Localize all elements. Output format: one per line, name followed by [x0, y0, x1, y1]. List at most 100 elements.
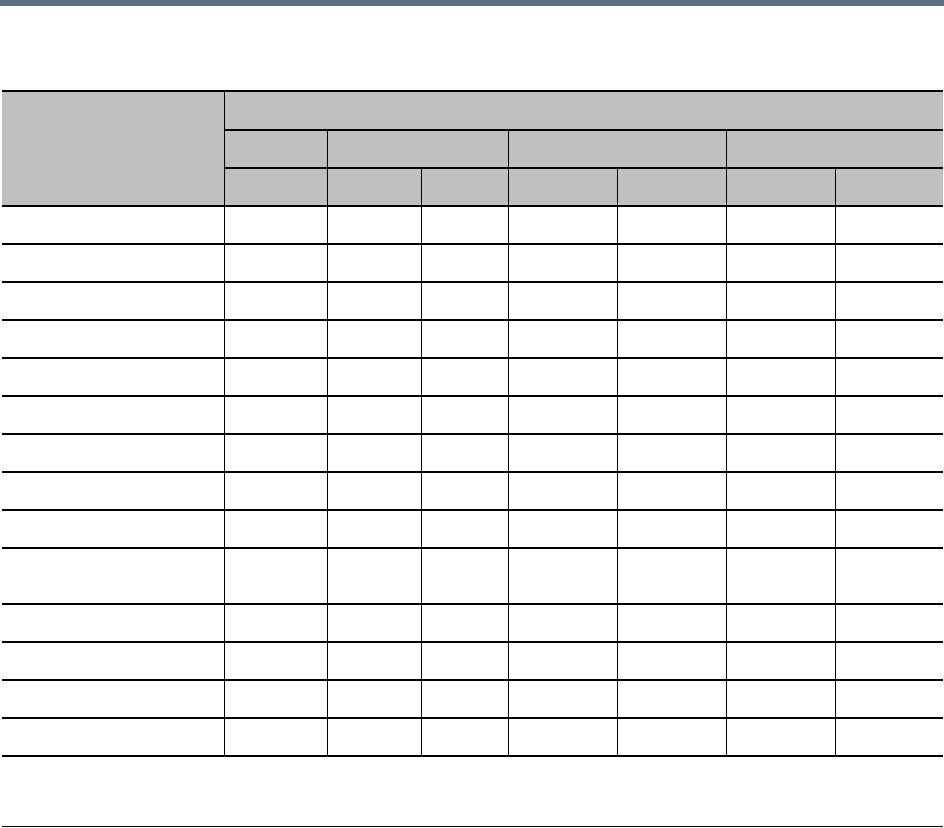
table-cell	[834, 281, 944, 321]
header-row	[2, 90, 944, 207]
table-row	[2, 509, 944, 549]
table-cell	[507, 641, 618, 681]
table-cell	[223, 641, 328, 681]
table-cell	[834, 641, 944, 681]
header-row	[2, 129, 944, 169]
row-label-cell	[2, 243, 225, 283]
table-cell	[420, 243, 509, 283]
header-column-cell	[420, 167, 509, 207]
table-cell	[420, 679, 509, 719]
table-cell	[834, 243, 944, 283]
table-cell	[326, 243, 422, 283]
table-cell	[223, 205, 328, 245]
table-cell	[725, 717, 836, 757]
row-label-cell	[2, 319, 225, 359]
table-cell	[725, 205, 836, 245]
table-cell	[725, 433, 836, 473]
table-cell	[326, 205, 422, 245]
table-cell	[834, 395, 944, 435]
table-cell	[507, 471, 618, 511]
table-row	[2, 471, 944, 511]
table-cell	[507, 679, 618, 719]
table-cell	[616, 281, 727, 321]
table-cell	[420, 319, 509, 359]
table-row	[2, 603, 944, 643]
table-cell	[326, 471, 422, 511]
table-cell	[420, 395, 509, 435]
header-column-cell	[616, 167, 727, 207]
table-cell	[616, 243, 727, 283]
table-cell	[507, 319, 618, 359]
table-cell	[223, 433, 328, 473]
table-cell	[507, 547, 618, 605]
table-cell	[725, 679, 836, 719]
row-label-cell	[2, 641, 225, 681]
table-cell	[616, 509, 727, 549]
table-cell	[616, 357, 727, 397]
table-body	[2, 205, 944, 757]
table-cell	[725, 281, 836, 321]
table-cell	[223, 471, 328, 511]
table-row	[2, 641, 944, 681]
table-cell	[616, 603, 727, 643]
table-row	[2, 281, 944, 321]
row-label-cell	[2, 395, 225, 435]
row-label-cell	[2, 509, 225, 549]
table-cell	[326, 547, 422, 605]
table-cell	[326, 281, 422, 321]
table-cell	[420, 509, 509, 549]
table-cell	[223, 319, 328, 359]
table-cell	[834, 547, 944, 605]
table-cell	[326, 357, 422, 397]
header-banner-cell	[223, 90, 944, 131]
table-cell	[507, 603, 618, 643]
row-label-cell	[2, 281, 225, 321]
header-group-cell	[224, 129, 328, 169]
table-cell	[223, 509, 328, 549]
table-cell	[507, 357, 618, 397]
table-row	[2, 679, 944, 719]
table-cell	[725, 319, 836, 359]
table-cell	[725, 357, 836, 397]
header-group-cell	[507, 129, 727, 169]
table-cell	[616, 395, 727, 435]
table-cell	[326, 319, 422, 359]
table-cell	[420, 603, 509, 643]
header-column-cell	[834, 167, 944, 207]
table-cell	[507, 433, 618, 473]
table-cell	[507, 395, 618, 435]
table-cell	[725, 603, 836, 643]
table-cell	[834, 319, 944, 359]
table-cell	[725, 395, 836, 435]
table-cell	[420, 205, 509, 245]
table-row	[2, 357, 944, 397]
row-label-cell	[2, 357, 225, 397]
table-cell	[616, 433, 727, 473]
table-cell	[326, 641, 422, 681]
table-cell	[223, 357, 328, 397]
table-cell	[834, 509, 944, 549]
table-row	[2, 319, 944, 359]
table-row	[2, 717, 944, 757]
table-row	[2, 243, 944, 283]
table-row	[2, 433, 944, 473]
table-cell	[507, 243, 618, 283]
table-cell	[223, 603, 328, 643]
table-cell	[326, 679, 422, 719]
table-cell	[834, 471, 944, 511]
table-cell	[507, 281, 618, 321]
table-row	[2, 205, 944, 245]
row-label-cell	[2, 471, 225, 511]
table-cell	[223, 395, 328, 435]
row-label-cell	[2, 433, 225, 473]
table-cell	[834, 357, 944, 397]
table-header	[2, 90, 944, 207]
table-cell	[616, 319, 727, 359]
table-cell	[834, 717, 944, 757]
table-cell	[326, 395, 422, 435]
row-label-cell	[2, 547, 225, 605]
row-label-cell	[2, 679, 225, 719]
table-cell	[223, 243, 328, 283]
bottom-rule	[2, 826, 943, 827]
table-cell	[834, 679, 944, 719]
